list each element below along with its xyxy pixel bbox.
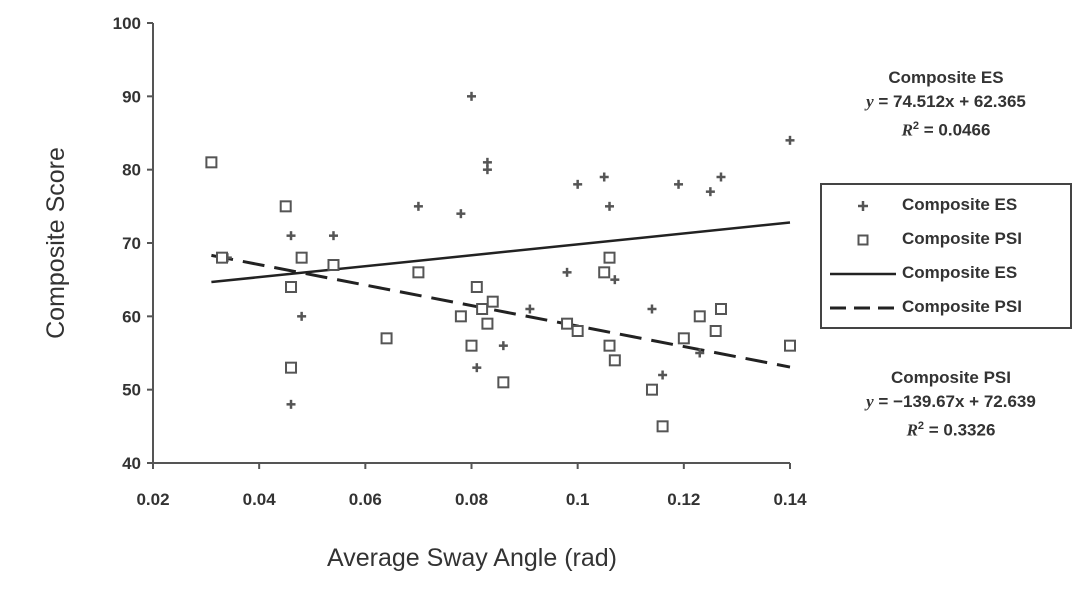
y-tick-label: 50: [122, 381, 141, 400]
psi-data-point: [470, 281, 483, 293]
psi-data-point: [603, 251, 616, 264]
es-data-point: [562, 267, 572, 277]
legend: Composite ES Composite PSI Composite ES …: [820, 183, 1072, 329]
es-data-point: [647, 304, 657, 314]
psi-equation-annotation: Composite PSI y = −139.67x + 72.639 R2 =…: [820, 366, 1082, 443]
es-data-point: [785, 135, 795, 145]
psi-data-point: [598, 266, 611, 279]
es-data-point: [286, 399, 296, 409]
psi-data-point: [603, 339, 616, 352]
es-data-point: [599, 172, 609, 182]
es-data-point: [658, 370, 668, 380]
legend-item-es-points: Composite ES: [822, 191, 1070, 221]
legend-label: Composite PSI: [902, 297, 1022, 316]
legend-label: Composite PSI: [902, 229, 1022, 248]
es-data-point: [716, 172, 726, 182]
psi-data-point: [497, 376, 510, 389]
psi-data-point: [709, 325, 722, 337]
psi-data-point: [714, 303, 727, 315]
psi-data-point: [380, 332, 393, 345]
es-equation: y = 74.512x + 62.365: [866, 92, 1026, 111]
plus-marker-icon: [858, 201, 868, 211]
dashed-line-icon: [830, 306, 896, 310]
psi-data-point: [486, 295, 499, 308]
psi-data-point: [645, 383, 658, 396]
psi-data-point: [205, 156, 218, 169]
es-data-point: [286, 231, 296, 241]
es-trendline: [211, 221, 791, 284]
es-data-point: [674, 179, 684, 189]
psi-annotation-title: Composite PSI: [891, 368, 1011, 387]
psi-data-point: [465, 339, 478, 352]
es-data-point: [297, 311, 307, 321]
y-tick-label: 80: [122, 161, 141, 180]
psi-data-point: [561, 317, 574, 330]
psi-data-point: [608, 354, 621, 367]
psi-r-squared: R2 = 0.3326: [906, 420, 996, 440]
es-data-point: [610, 275, 620, 285]
es-data-point: [695, 348, 705, 358]
y-tick-label: 70: [122, 234, 141, 253]
psi-data-point: [693, 310, 706, 323]
x-tick-label: 0.02: [136, 490, 169, 509]
es-data-point: [525, 304, 535, 314]
plot-marks: [205, 91, 796, 433]
es-data-point: [472, 363, 482, 373]
x-tick-label: 0.14: [773, 490, 807, 509]
legend-label: Composite ES: [902, 263, 1018, 282]
es-equation-annotation: Composite ES y = 74.512x + 62.365 R2 = 0…: [820, 66, 1072, 143]
psi-trendline: [211, 253, 791, 369]
y-tick-label: 40: [122, 454, 141, 473]
solid-line-icon: [830, 272, 896, 276]
es-data-point: [456, 209, 466, 219]
y-tick-label: 100: [113, 14, 141, 33]
psi-equation: y = −139.67x + 72.639: [866, 392, 1036, 411]
y-tick-label: 90: [122, 87, 141, 106]
es-data-point: [413, 201, 423, 211]
x-tick-label: 0.12: [667, 490, 700, 509]
psi-data-point: [677, 332, 690, 345]
legend-item-psi-trendline: Composite PSI: [822, 293, 1070, 323]
x-tick-label: 0.04: [243, 490, 277, 509]
psi-data-point: [412, 266, 425, 279]
es-data-point: [605, 201, 615, 211]
psi-data-point: [285, 281, 298, 293]
x-tick-label: 0.08: [455, 490, 488, 509]
es-r-squared: R2 = 0.0466: [901, 120, 991, 140]
y-tick-label: 60: [122, 307, 141, 326]
psi-data-point: [216, 251, 229, 264]
psi-data-point: [327, 259, 340, 271]
square-marker-icon: [857, 234, 869, 246]
psi-data-point: [784, 339, 796, 352]
legend-item-es-trendline: Composite ES: [822, 259, 1070, 289]
x-tick-label: 0.1: [566, 490, 590, 509]
y-axis-title: Composite Score: [42, 147, 70, 339]
es-data-point: [482, 165, 492, 175]
es-data-point: [328, 231, 338, 241]
es-data-point: [573, 179, 583, 189]
psi-data-point: [481, 317, 494, 330]
legend-item-psi-points: Composite PSI: [822, 225, 1070, 255]
axes: 40 50 60 70 80 90 100 0.02 0.04 0.06 0.08 0.1 0.12 0.…: [113, 14, 807, 509]
x-tick-label: 0.06: [349, 490, 382, 509]
psi-data-point: [454, 310, 467, 323]
x-axis-title: Average Sway Angle (rad): [327, 544, 617, 572]
es-annotation-title: Composite ES: [888, 68, 1004, 87]
es-data-point: [498, 341, 508, 351]
psi-data-point: [295, 251, 308, 264]
legend-label: Composite ES: [902, 195, 1018, 214]
es-data-point: [705, 187, 715, 197]
psi-data-point: [571, 325, 584, 337]
psi-data-point: [279, 200, 292, 213]
es-data-point: [467, 91, 476, 101]
psi-data-point: [656, 420, 669, 433]
psi-data-point: [285, 361, 298, 374]
psi-data-point: [476, 303, 489, 315]
